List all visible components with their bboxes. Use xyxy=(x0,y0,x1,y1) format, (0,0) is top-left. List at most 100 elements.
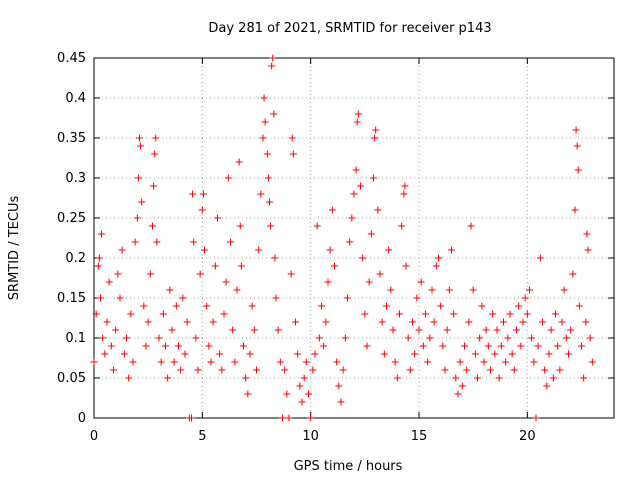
data-point xyxy=(580,374,588,382)
data-point xyxy=(257,190,265,198)
data-point xyxy=(205,342,213,350)
data-point xyxy=(95,254,103,262)
data-point xyxy=(289,150,297,158)
x-tick-label: 20 xyxy=(519,429,536,444)
data-point xyxy=(572,126,580,134)
data-point xyxy=(162,342,169,350)
data-point xyxy=(578,342,585,350)
data-point xyxy=(454,390,462,398)
data-point xyxy=(371,134,379,142)
data-point xyxy=(378,318,386,326)
data-point xyxy=(248,302,256,310)
data-point xyxy=(136,134,143,142)
data-point xyxy=(264,174,272,182)
data-point xyxy=(545,350,553,358)
y-tick-label: 0.3 xyxy=(65,171,86,186)
data-point xyxy=(207,358,215,366)
data-point xyxy=(333,358,341,366)
data-point xyxy=(439,342,447,350)
data-point xyxy=(328,206,336,214)
data-point xyxy=(172,302,180,310)
data-point xyxy=(296,382,304,390)
data-point xyxy=(294,350,302,358)
data-point xyxy=(150,182,158,190)
data-point xyxy=(288,134,296,142)
data-point xyxy=(283,390,291,398)
data-point xyxy=(543,382,551,390)
data-point xyxy=(237,262,245,270)
data-point xyxy=(515,302,523,310)
data-point xyxy=(196,270,204,278)
data-point xyxy=(140,302,148,310)
data-point xyxy=(153,238,161,246)
data-point xyxy=(331,262,338,270)
data-point xyxy=(235,158,243,166)
data-point xyxy=(565,350,572,358)
data-point xyxy=(474,374,481,382)
data-point xyxy=(411,350,419,358)
data-point xyxy=(404,334,412,342)
data-point xyxy=(270,110,278,118)
data-point xyxy=(372,126,380,134)
data-point xyxy=(582,318,590,326)
data-point xyxy=(181,350,189,358)
data-point xyxy=(562,334,570,342)
data-point xyxy=(354,110,362,118)
data-point xyxy=(571,206,579,214)
data-point xyxy=(99,334,107,342)
data-point xyxy=(101,350,109,358)
y-tick-label: 0 xyxy=(78,411,86,426)
data-point xyxy=(300,374,308,382)
data-point xyxy=(276,358,284,366)
data-point xyxy=(242,374,250,382)
y-tick-label: 0.25 xyxy=(57,211,86,226)
data-point xyxy=(584,246,592,254)
data-point xyxy=(413,294,421,302)
data-point xyxy=(274,326,282,334)
data-point xyxy=(452,374,460,382)
data-point xyxy=(152,134,160,142)
data-point xyxy=(324,278,332,286)
data-point xyxy=(339,366,347,374)
data-point xyxy=(261,118,269,126)
data-point xyxy=(250,326,258,334)
data-point xyxy=(341,334,349,342)
data-point xyxy=(313,222,321,230)
data-point xyxy=(365,278,373,286)
data-point xyxy=(90,358,98,366)
data-point xyxy=(352,166,360,174)
data-point xyxy=(376,270,384,278)
data-point xyxy=(267,222,275,230)
data-point xyxy=(552,310,559,318)
data-point xyxy=(432,262,440,270)
data-point xyxy=(374,206,382,214)
data-point xyxy=(532,414,540,422)
data-point xyxy=(151,150,159,158)
data-point xyxy=(155,334,163,342)
y-tick-label: 0.15 xyxy=(57,291,86,306)
data-point xyxy=(157,358,165,366)
data-point xyxy=(302,358,310,366)
data-point xyxy=(387,286,395,294)
data-point xyxy=(350,190,358,198)
data-point xyxy=(445,286,453,294)
data-point xyxy=(541,366,549,374)
data-point xyxy=(326,246,334,254)
data-point xyxy=(214,214,221,222)
data-point xyxy=(183,318,191,326)
y-tick-label: 0.4 xyxy=(65,91,86,106)
data-point xyxy=(417,278,425,286)
data-point xyxy=(131,238,139,246)
data-point xyxy=(305,390,312,398)
data-point xyxy=(547,326,555,334)
data-point xyxy=(400,190,408,198)
data-point xyxy=(554,342,562,350)
data-point xyxy=(419,342,427,350)
data-point xyxy=(118,246,126,254)
data-point xyxy=(493,326,501,334)
data-point xyxy=(391,358,399,366)
data-point xyxy=(521,294,529,302)
data-point xyxy=(287,270,295,278)
data-point xyxy=(367,230,375,238)
